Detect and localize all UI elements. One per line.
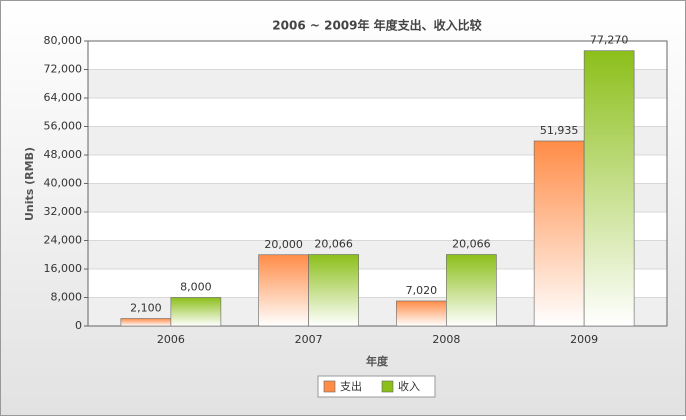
legend-label: 支出: [340, 379, 362, 393]
y-tick-label: 16,000: [44, 262, 83, 275]
legend-swatch: [381, 380, 394, 393]
bar: [533, 140, 585, 327]
y-tick-label: 32,000: [44, 205, 83, 218]
x-tick-label: 2007: [295, 333, 323, 346]
bar: [446, 254, 497, 327]
y-axis-title: Units (RMB): [23, 147, 36, 221]
bar: [170, 297, 222, 327]
bar: [583, 50, 635, 327]
bar: [396, 300, 447, 327]
value-label: 51,935: [540, 124, 579, 137]
bar: [258, 254, 309, 327]
value-label: 20,000: [264, 238, 303, 251]
legend-swatch: [323, 380, 336, 393]
x-tick-label: 2009: [570, 333, 598, 346]
value-label: 7,020: [406, 284, 438, 297]
value-label: 20,066: [452, 238, 491, 251]
y-tick-label: 56,000: [44, 120, 83, 133]
value-label: 20,066: [314, 238, 353, 251]
grid-band: [88, 69, 667, 98]
legend-label: 收入: [398, 379, 420, 393]
value-label: 8,000: [180, 281, 212, 294]
bar: [120, 318, 172, 327]
y-tick-label: 64,000: [44, 91, 83, 104]
y-tick-label: 0: [75, 319, 82, 332]
y-tick-label: 48,000: [44, 148, 83, 161]
y-tick-label: 40,000: [44, 177, 83, 190]
x-tick-label: 2006: [157, 333, 185, 346]
x-axis-title: 年度: [366, 354, 389, 368]
chart-title: 2006 ~ 2009年 年度支出、收入比较: [272, 18, 481, 33]
y-tick-label: 8,000: [51, 291, 83, 304]
y-tick-label: 80,000: [44, 34, 83, 47]
y-tick-label: 24,000: [44, 234, 83, 247]
bar: [308, 254, 359, 327]
value-label: 77,270: [590, 34, 629, 47]
plot-border: [87, 40, 668, 327]
y-tick-label: 72,000: [44, 63, 83, 76]
legend: [317, 375, 436, 398]
value-label: 2,100: [130, 302, 162, 315]
x-tick-label: 2008: [432, 333, 460, 346]
